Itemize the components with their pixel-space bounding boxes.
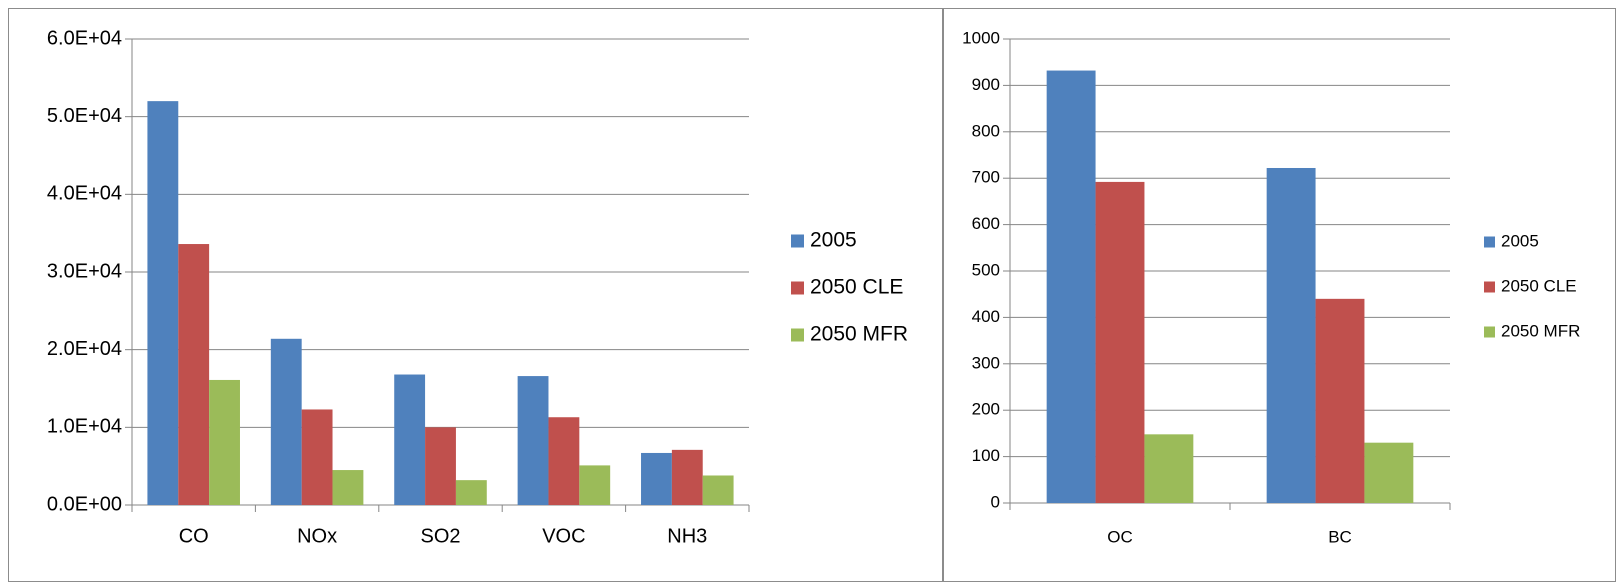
y-tick-label: 400: [972, 307, 1000, 326]
bar-co-2050-cle: [178, 244, 210, 506]
left-chart-panel: 0.0E+00 1.0E+04 2.0E+04 3.0E+04 4.0E+04 5.0E+…: [8, 8, 943, 582]
y-tick-label: 4.0E+04: [47, 183, 122, 205]
carbon-emissions-chart: 0 100 200 300 400 500 600 700 800 900 1000 OC BC 2005…: [962, 28, 1580, 546]
bar-oc-2050-cle: [1095, 181, 1145, 504]
legend-entry: 2005: [1501, 231, 1539, 250]
x-tick-label: VOC: [542, 525, 585, 547]
x-tick-label: CO: [179, 525, 209, 547]
pollutant-emissions-chart: 0.0E+00 1.0E+04 2.0E+04 3.0E+04 4.0E+04 5.0E+…: [47, 27, 908, 547]
y-tick-label: 2.0E+04: [47, 338, 122, 360]
bar-so2-2005: [394, 374, 426, 505]
x-tick-label: OC: [1107, 527, 1133, 546]
y-tick-label: 0: [991, 492, 1000, 511]
y-tick-label: 6.0E+04: [47, 27, 122, 49]
legend-entry: 2050 MFR: [810, 323, 908, 346]
y-tick-label: 700: [972, 168, 1000, 187]
bar-voc-2050-cle: [548, 417, 580, 505]
x-tick-label: NH3: [667, 525, 707, 547]
y-tick-label: 1.0E+04: [47, 416, 122, 438]
y-tick-label: 3.0E+04: [47, 260, 122, 282]
x-tick-label: BC: [1328, 527, 1352, 546]
bar-bc-2050-mfr: [1364, 442, 1414, 503]
bar-nox-2050-mfr: [332, 470, 364, 505]
x-tick-label: SO2: [420, 525, 460, 547]
y-tick-label: 0.0E+00: [47, 493, 122, 515]
legend-entry: 2050 CLE: [1501, 276, 1577, 295]
bar-nh3-2050-mfr: [702, 475, 734, 505]
y-tick-label: 800: [972, 121, 1000, 140]
legend-entry: 2050 CLE: [810, 276, 903, 299]
legend-swatch: [1484, 236, 1495, 248]
bar-nh3-2050-cle: [671, 449, 703, 505]
bar-nox-2005: [270, 338, 302, 505]
bar-bc-2050-cle: [1315, 298, 1365, 503]
bar-voc-2050-mfr: [579, 465, 611, 505]
x-tick-label: NOx: [297, 525, 337, 547]
y-tick-label: 5.0E+04: [47, 105, 122, 127]
bar-oc-2005: [1046, 70, 1096, 503]
legend-swatch: [791, 234, 804, 248]
bar-co-2050-mfr: [209, 379, 240, 505]
y-tick-label: 200: [972, 400, 1000, 419]
legend-swatch: [791, 281, 804, 295]
y-tick-label: 900: [972, 75, 1000, 94]
y-tick-label: 300: [972, 353, 1000, 372]
bar-so2-2050-cle: [425, 427, 456, 505]
y-tick-label: 600: [972, 214, 1000, 233]
right-chart-panel: 0 100 200 300 400 500 600 700 800 900 1000 OC BC 2005…: [943, 8, 1616, 582]
y-tick-label: 100: [972, 446, 1000, 465]
bar-bc-2005: [1266, 167, 1316, 503]
legend-entry: 2050 MFR: [1501, 321, 1580, 340]
legend-swatch: [1484, 281, 1495, 293]
legend-swatch: [791, 328, 804, 342]
bar-voc-2005: [517, 376, 549, 505]
y-tick-label: 500: [972, 260, 1000, 279]
bar-oc-2050-mfr: [1144, 434, 1194, 503]
bar-nox-2050-cle: [301, 409, 333, 505]
bar-co-2005: [147, 101, 179, 505]
y-tick-label: 1000: [962, 28, 1000, 47]
bar-nh3-2005: [641, 452, 672, 505]
legend-swatch: [1484, 326, 1495, 338]
bar-so2-2050-mfr: [455, 480, 487, 505]
legend-entry: 2005: [810, 229, 857, 252]
